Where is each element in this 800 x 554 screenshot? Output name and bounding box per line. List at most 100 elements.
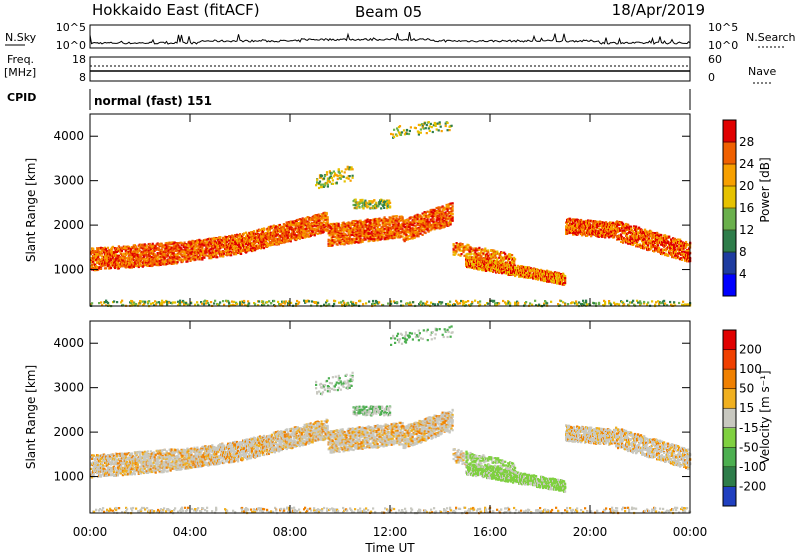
scatter-cell	[129, 253, 132, 256]
scatter-cell	[129, 252, 132, 255]
scatter-cell	[179, 246, 182, 249]
scatter-cell	[296, 225, 299, 228]
scatter-cell	[143, 258, 146, 261]
nave-tick-low: 0	[708, 71, 715, 84]
scatter-cell	[490, 269, 493, 273]
scatter-cell	[266, 243, 269, 246]
scatter-cell	[93, 250, 96, 253]
scatter-cell	[388, 223, 391, 226]
scatter-cell	[437, 206, 440, 209]
scatter-cell	[97, 249, 100, 252]
scatter-cell	[132, 265, 135, 268]
scatter-cell	[171, 249, 174, 252]
scatter-cell	[443, 208, 446, 211]
scatter-cell	[376, 220, 379, 223]
scatter-cell	[396, 236, 399, 239]
scatter-cell	[268, 228, 271, 232]
scatter-cell	[317, 213, 320, 216]
scatter-cell	[161, 246, 164, 249]
scatter-cell	[401, 235, 404, 238]
scatter-cell	[187, 251, 190, 255]
scatter-cell	[333, 239, 336, 242]
scatter-cell	[416, 216, 419, 219]
scatter-cell	[194, 258, 197, 261]
scatter-cell	[103, 257, 107, 260]
scatter-cell	[341, 238, 344, 241]
scatter-cell	[512, 266, 515, 269]
scatter-cell	[147, 249, 150, 252]
scatter-cell	[181, 255, 184, 258]
scatter-cell	[409, 227, 412, 230]
scatter-cell	[282, 239, 285, 242]
scatter-cell	[380, 219, 383, 222]
scatter-cell	[326, 219, 329, 222]
scatter-cell	[451, 205, 454, 208]
scatter-cell	[369, 236, 372, 239]
scatter-cell	[329, 232, 332, 235]
scatter-cell	[449, 221, 452, 224]
scatter-cell	[109, 258, 113, 262]
scatter-cell	[287, 229, 290, 232]
scatter-cell	[207, 248, 210, 251]
scatter-cell	[260, 228, 264, 231]
scatter-cell	[421, 233, 424, 236]
scatter-cell	[381, 234, 384, 237]
scatter-cell	[171, 261, 174, 264]
scatter-cell	[272, 236, 275, 239]
scatter-cell	[397, 229, 400, 232]
scatter-cell	[118, 265, 121, 268]
scatter-cell	[432, 217, 435, 220]
scatter-cell	[363, 229, 366, 232]
scatter-cell	[403, 219, 406, 222]
scatter-cell	[240, 236, 243, 239]
scatter-cell	[235, 245, 238, 248]
scatter-cell	[340, 228, 343, 231]
scatter-cell	[240, 250, 243, 253]
scatter-cell	[149, 262, 152, 265]
scatter-cell	[340, 232, 343, 235]
scatter-cell	[246, 233, 249, 236]
scatter-cell	[445, 221, 448, 224]
scatter-cell	[337, 234, 340, 237]
scatter-cell	[137, 247, 140, 251]
scatter-cell	[439, 214, 442, 217]
scatter-cell	[397, 222, 400, 225]
scatter-cell	[368, 239, 371, 242]
scatter-cell	[283, 231, 286, 234]
scatter-cell	[168, 261, 171, 265]
scatter-cell	[107, 254, 111, 257]
scatter-cell	[174, 253, 177, 256]
scatter-cell	[357, 241, 360, 244]
scatter-cell	[432, 219, 435, 222]
scatter-cell	[153, 253, 156, 256]
scatter-cell	[509, 268, 512, 271]
scatter-cell	[397, 233, 400, 236]
scatter-cell	[434, 222, 437, 225]
scatter-cell	[420, 228, 423, 231]
scatter-cell	[299, 218, 302, 221]
scatter-cell	[375, 218, 378, 221]
scatter-cell	[373, 226, 376, 229]
scatter-cell	[385, 230, 388, 233]
scatter-cell	[304, 218, 307, 221]
cpid-text: normal (fast) 151	[94, 94, 212, 108]
scatter-cell	[445, 219, 448, 222]
scatter-cell	[387, 228, 390, 231]
scatter-cell	[166, 254, 169, 257]
scatter-cell	[234, 237, 237, 240]
scatter-cell	[108, 265, 112, 268]
scatter-cell	[151, 242, 154, 245]
scatter-cell	[284, 240, 287, 243]
scatter-cell	[165, 248, 168, 251]
scatter-cell	[371, 222, 374, 225]
cpid-panel: CPID normal (fast) 151	[7, 89, 691, 110]
scatter-cell	[101, 249, 105, 252]
scatter-cell	[416, 213, 419, 216]
scatter-cell	[435, 206, 438, 210]
scatter-cell	[413, 221, 416, 224]
scatter-cell	[248, 234, 252, 237]
scatter-cell	[162, 251, 165, 254]
scatter-cell	[355, 235, 358, 239]
scatter-cell	[216, 256, 219, 259]
scatter-cell	[384, 224, 387, 228]
